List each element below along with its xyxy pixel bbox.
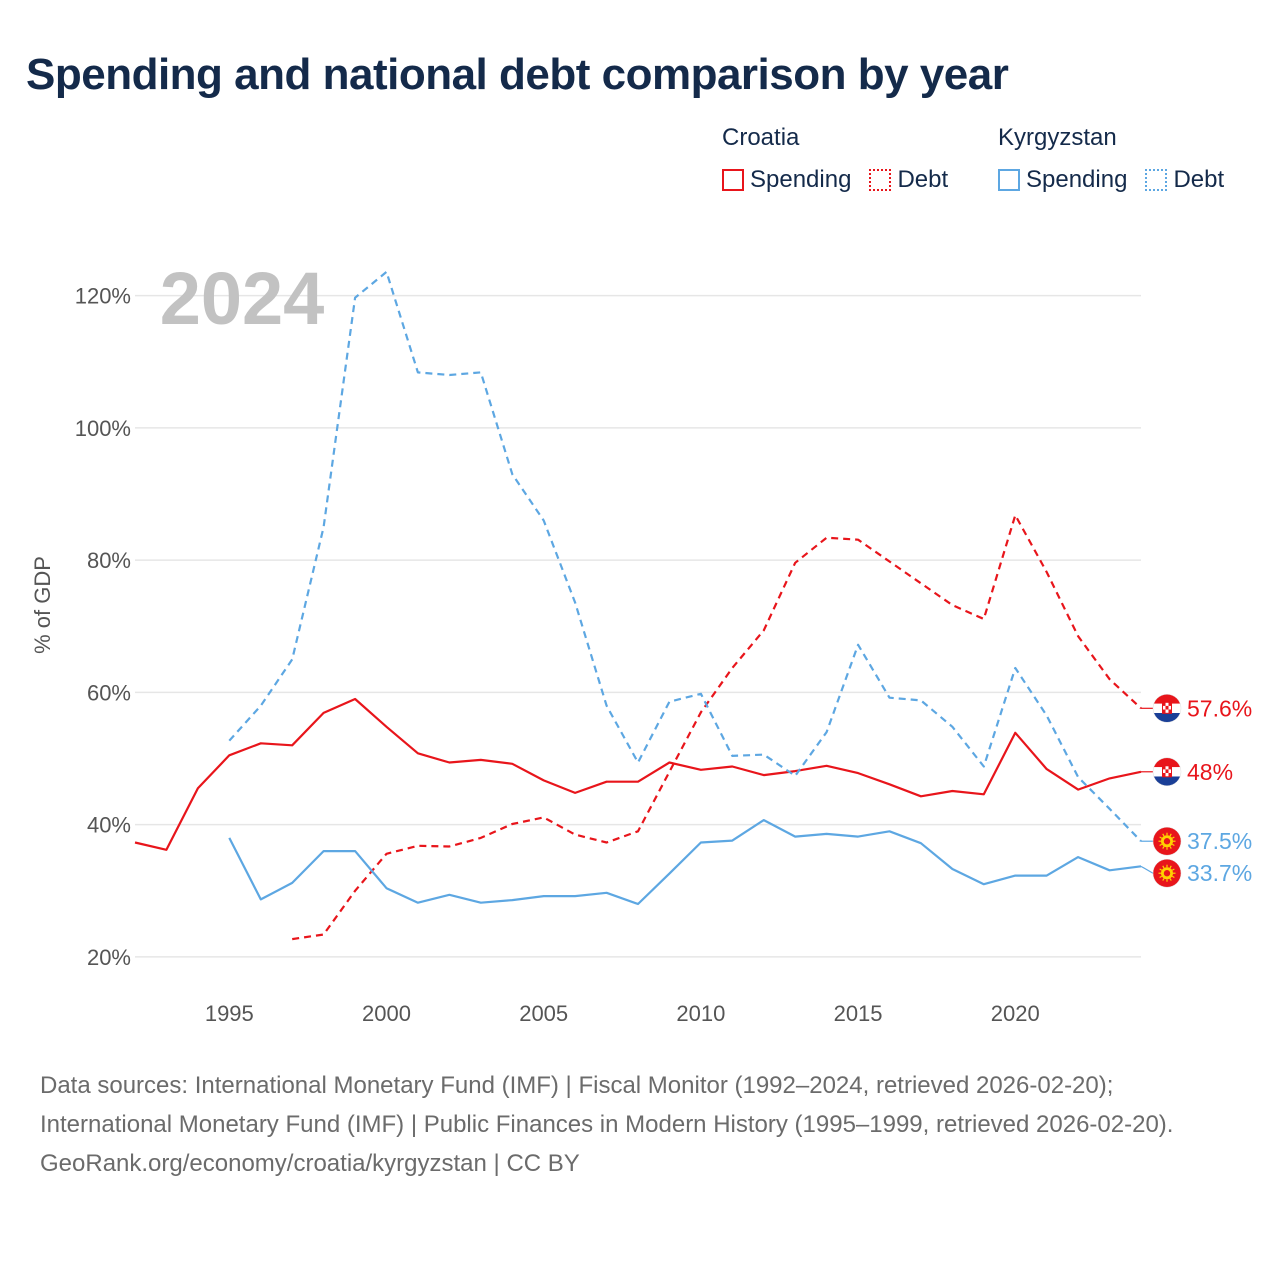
y-tick-label: 40% bbox=[87, 813, 131, 838]
year-watermark: 2024 bbox=[160, 257, 325, 340]
series-line-kyrgyzstan-spending[interactable] bbox=[228, 818, 1142, 906]
series-line-croatia-debt[interactable] bbox=[292, 514, 1142, 941]
data-sources: Data sources: International Monetary Fun… bbox=[40, 1072, 1174, 1138]
x-tick-label: 2005 bbox=[519, 1001, 568, 1026]
end-value-label: 48% bbox=[1187, 759, 1233, 785]
end-value-label: 57.6% bbox=[1187, 695, 1252, 721]
legend-label: Spending bbox=[750, 166, 852, 193]
y-tick-label: 100% bbox=[75, 416, 131, 441]
kyrgyzstan-flag-icon bbox=[1152, 858, 1182, 888]
legend-label: Debt bbox=[897, 166, 949, 193]
legend-country-kyrgyzstan: Kyrgyzstan bbox=[998, 124, 1117, 151]
legend-item-croatia-debt[interactable]: Debt bbox=[869, 166, 948, 194]
legend-label: Spending bbox=[1026, 166, 1128, 193]
x-tick-label: 2000 bbox=[362, 1001, 411, 1026]
legend-country-croatia: Croatia bbox=[722, 124, 800, 151]
legend-swatch-dotted bbox=[869, 169, 892, 191]
legend-label: Debt bbox=[1173, 166, 1225, 193]
footer: Data sources: International Monetary Fun… bbox=[40, 1066, 1240, 1183]
croatia-flag-icon bbox=[1152, 694, 1182, 723]
x-tick-label: 2020 bbox=[991, 1001, 1040, 1026]
legend-group-croatia: Croatia Spending Debt bbox=[722, 124, 948, 194]
legend-item-kyrgyzstan-spending[interactable]: Spending bbox=[998, 166, 1127, 194]
legend-group-kyrgyzstan: Kyrgyzstan Spending Debt bbox=[998, 124, 1224, 194]
legend-swatch-dotted bbox=[1145, 169, 1168, 191]
x-tick-label: 2015 bbox=[834, 1001, 883, 1026]
legend-swatch-solid bbox=[998, 169, 1020, 191]
y-tick-label: 80% bbox=[87, 548, 131, 573]
y-tick-label: 20% bbox=[87, 945, 131, 970]
y-axis-title: % of GDP bbox=[30, 556, 55, 654]
x-tick-label: 2010 bbox=[676, 1001, 725, 1026]
legend-item-kyrgyzstan-debt[interactable]: Debt bbox=[1145, 166, 1224, 194]
y-tick-label: 60% bbox=[87, 680, 131, 705]
chart-title: Spending and national debt comparison by… bbox=[26, 50, 1009, 99]
line-chart: % of GDP 2024 20% 40% 60% 80% 100% 120% 1995 2… bbox=[30, 257, 1252, 1026]
kyrgyzstan-flag-icon bbox=[1152, 826, 1182, 856]
croatia-flag-icon bbox=[1152, 757, 1182, 787]
x-tick-label: 1995 bbox=[205, 1001, 254, 1026]
legend-swatch-solid bbox=[722, 169, 744, 191]
end-value-label: 37.5% bbox=[1187, 828, 1252, 854]
series-line-croatia-spending[interactable] bbox=[134, 697, 1142, 851]
site-credit[interactable]: GeoRank.org/economy/croatia/kyrgyzstan |… bbox=[40, 1150, 580, 1177]
y-tick-label: 120% bbox=[75, 284, 131, 309]
series-line-kyrgyzstan-debt[interactable] bbox=[228, 270, 1142, 842]
end-label-connector bbox=[1140, 865, 1154, 874]
legend-item-croatia-spending[interactable]: Spending bbox=[722, 166, 851, 194]
end-value-label: 33.7% bbox=[1187, 860, 1252, 886]
